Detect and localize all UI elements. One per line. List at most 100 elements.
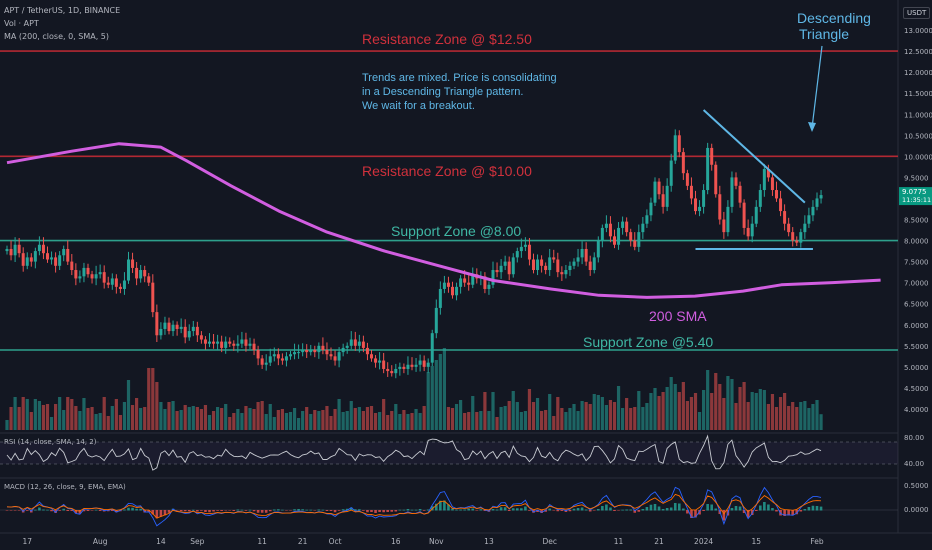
volume-bar <box>807 408 811 430</box>
candle-body <box>110 278 114 285</box>
candle-body <box>41 244 45 254</box>
candle-body <box>191 326 195 332</box>
rsi-axis-label: 80.00 <box>904 434 924 442</box>
macd-histogram-bar <box>451 508 454 511</box>
macd-histogram-bar <box>317 509 321 511</box>
candle-body <box>779 198 783 212</box>
volume-bar <box>746 402 750 430</box>
volume-bar <box>685 401 689 430</box>
volume-bar <box>548 394 552 430</box>
macd-histogram-bar <box>795 510 799 515</box>
candle-body <box>544 265 548 271</box>
candle-body <box>548 257 552 271</box>
macd-histogram-bar <box>192 509 195 511</box>
currency-badge[interactable]: USDT <box>903 7 931 19</box>
volume-bar <box>758 389 762 430</box>
macd-histogram-bar <box>256 510 260 513</box>
volume-bar <box>321 410 325 430</box>
macd-histogram-bar <box>528 510 531 511</box>
macd-histogram-bar <box>115 510 118 513</box>
macd-histogram-bar <box>390 510 394 512</box>
macd-histogram-bar <box>62 508 65 511</box>
volume-bar <box>390 411 394 430</box>
candle-body <box>325 350 329 355</box>
macd-histogram-bar <box>74 510 78 514</box>
triangle-label: Descending Triangle <box>797 10 871 42</box>
price-tick-label: 11.5000 <box>904 90 932 98</box>
candle-body <box>426 362 430 367</box>
candle-body <box>726 206 730 233</box>
volume-bar <box>657 396 661 430</box>
triangle-upper-line <box>702 109 806 204</box>
candle-body <box>21 253 25 266</box>
price-tick-label: 10.0000 <box>904 153 932 161</box>
price-tick-label: 7.0000 <box>904 280 929 288</box>
volume-bar <box>572 404 576 430</box>
candle-body <box>580 248 584 258</box>
candle-body <box>568 265 572 271</box>
volume-bar <box>207 415 212 430</box>
macd-histogram-bar <box>613 510 616 511</box>
rsi-band <box>0 442 898 464</box>
candle-body <box>592 257 596 271</box>
macd-histogram-bar <box>341 509 345 511</box>
volume-bar <box>815 400 819 430</box>
candle-body <box>613 236 616 245</box>
macd-histogram-bar <box>155 510 159 519</box>
volume-bar <box>353 408 357 430</box>
candle-body <box>442 282 446 289</box>
volume-bar <box>220 408 224 430</box>
volume-bar <box>345 411 349 430</box>
macd-histogram-bar <box>321 509 325 511</box>
candle-body <box>378 360 382 363</box>
macd-histogram-bar <box>135 508 138 511</box>
analysis-note-line-3: We wait for a breakout. <box>362 100 475 112</box>
candle-body <box>167 322 171 332</box>
volume-bar <box>519 412 523 430</box>
volume-bar <box>442 348 446 430</box>
volume-bar <box>199 409 203 430</box>
time-axis-label: 21 <box>298 537 308 546</box>
price-tick-label: 11.0000 <box>904 111 932 119</box>
macd-histogram-bar <box>471 508 475 511</box>
volume-bar <box>248 408 252 430</box>
volume-bar <box>82 398 86 430</box>
macd-histogram-bar <box>617 510 620 511</box>
macd-histogram-bar <box>754 510 758 511</box>
volume-bar <box>535 398 540 430</box>
macd-histogram-bar <box>277 509 280 511</box>
volume-bar <box>576 411 580 430</box>
candle-body <box>734 177 738 186</box>
volume-bar <box>471 396 475 430</box>
macd-histogram-bar <box>507 510 511 511</box>
volume-bar <box>783 393 787 430</box>
candle-body <box>617 227 621 245</box>
macd-histogram-bar <box>653 504 657 511</box>
price-tick-label: 5.5000 <box>904 343 929 351</box>
candle-body <box>313 350 317 353</box>
candle-body <box>762 168 766 191</box>
macd-histogram-bar <box>799 510 803 512</box>
macd-histogram-bar <box>511 508 515 511</box>
macd-histogram-bar <box>17 510 21 511</box>
volume-bar <box>564 412 568 430</box>
macd-histogram-bar <box>98 510 102 511</box>
macd-histogram-bar <box>167 510 171 513</box>
candle-body <box>50 257 54 260</box>
candle-body <box>102 272 106 283</box>
candle-body <box>694 198 697 212</box>
macd-histogram-bar <box>791 510 794 516</box>
volume-bar <box>252 409 256 430</box>
macd-histogram-bar <box>394 510 398 512</box>
macd-histogram-bar <box>443 500 446 511</box>
volume-bar <box>722 398 726 430</box>
macd-histogram-bar <box>289 510 292 511</box>
candle-body <box>750 223 754 237</box>
macd-histogram-bar <box>738 506 742 511</box>
price-tick-label: 6.0000 <box>904 322 929 330</box>
macd-histogram-bar <box>50 510 53 512</box>
candle-body <box>329 354 333 357</box>
volume-bar <box>681 382 685 430</box>
candle-body <box>33 251 37 262</box>
